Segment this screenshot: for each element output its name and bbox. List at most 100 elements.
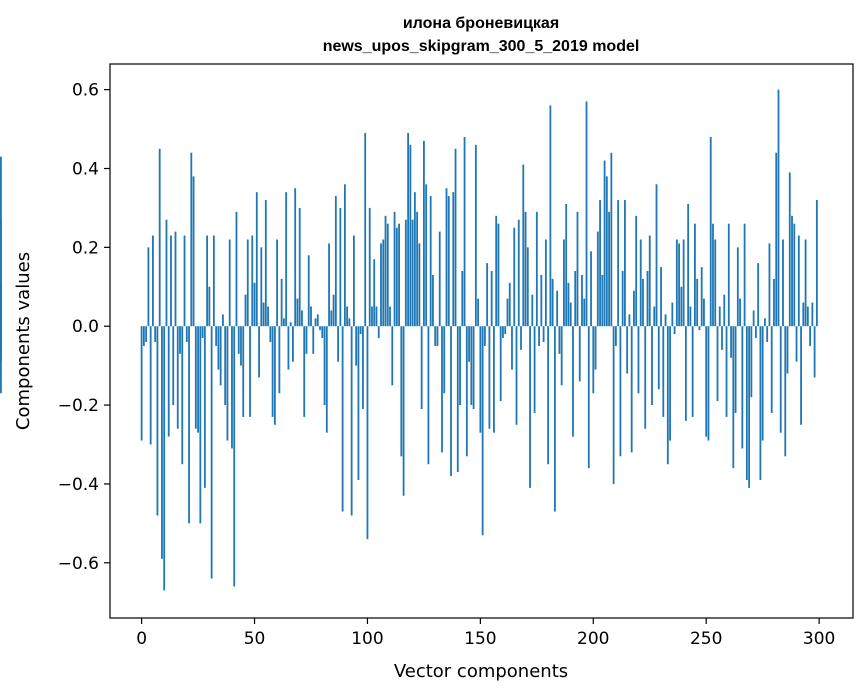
bar <box>0 326 2 335</box>
bar <box>188 326 190 524</box>
bar <box>465 326 468 457</box>
bar <box>386 223 389 327</box>
bar <box>341 326 344 512</box>
bar <box>490 271 493 327</box>
bar <box>262 302 265 327</box>
bar <box>368 207 371 327</box>
bar <box>662 326 665 417</box>
bar <box>176 326 179 429</box>
bar <box>748 326 751 488</box>
bar <box>727 223 730 327</box>
bar <box>730 326 732 358</box>
bar <box>721 326 723 350</box>
bar <box>533 326 536 413</box>
bar <box>497 223 500 327</box>
bar <box>395 227 398 327</box>
bar <box>499 326 502 402</box>
bar <box>373 259 376 327</box>
bar <box>273 326 276 425</box>
bar <box>438 231 441 327</box>
bar <box>237 326 240 354</box>
bar <box>813 326 816 378</box>
bar <box>158 148 161 327</box>
bar <box>483 326 486 346</box>
bar <box>292 326 294 362</box>
bar <box>255 192 258 327</box>
y-tick-label: −0.4 <box>58 475 99 495</box>
bar <box>795 326 798 362</box>
bar <box>339 207 342 327</box>
bar <box>504 326 507 335</box>
bar <box>427 326 430 465</box>
bar <box>179 326 181 354</box>
x-tick-label: 100 <box>351 629 383 649</box>
bar <box>314 318 317 327</box>
bar <box>481 326 484 536</box>
bar <box>538 326 540 346</box>
bar <box>572 326 574 437</box>
bar <box>782 239 784 327</box>
bar <box>619 326 622 457</box>
bar <box>493 326 495 433</box>
bar <box>472 326 475 410</box>
bar <box>337 326 339 362</box>
bar <box>657 326 660 390</box>
bar <box>601 274 604 327</box>
bar <box>357 326 360 480</box>
bar <box>743 223 746 327</box>
bar <box>276 239 279 327</box>
bar <box>362 326 364 410</box>
bar <box>325 326 328 433</box>
bar <box>709 136 712 327</box>
bar <box>775 152 778 327</box>
bar <box>343 184 346 327</box>
bar <box>691 326 694 417</box>
bar <box>560 326 563 386</box>
bar <box>630 326 633 453</box>
bar <box>479 326 482 433</box>
bar <box>718 306 721 327</box>
bar <box>576 211 579 327</box>
bar <box>307 255 310 327</box>
bar <box>185 326 188 342</box>
bar <box>215 326 218 346</box>
bar <box>761 326 764 441</box>
bar <box>206 235 209 327</box>
bar <box>384 215 387 327</box>
bar <box>212 235 215 327</box>
y-tick-label: 0.2 <box>72 238 99 258</box>
bar <box>669 326 671 441</box>
bar <box>371 306 373 327</box>
bar <box>698 326 701 331</box>
bar <box>393 211 396 327</box>
bar <box>316 314 319 327</box>
bar <box>626 326 629 374</box>
bar <box>355 326 358 366</box>
bar <box>594 326 597 370</box>
bar <box>203 326 206 488</box>
bar <box>0 326 2 394</box>
bar <box>522 164 525 327</box>
bar <box>815 200 818 327</box>
bar <box>696 278 699 327</box>
bar <box>459 326 461 406</box>
bar <box>319 326 321 331</box>
bar <box>797 235 800 327</box>
bar <box>716 326 719 402</box>
bar <box>694 223 696 327</box>
y-tick-label: 0.0 <box>72 317 99 337</box>
x-tick-label: 50 <box>244 629 266 649</box>
bar <box>425 184 428 327</box>
bar <box>806 306 809 327</box>
bar <box>535 211 538 327</box>
bar <box>246 239 249 327</box>
bar <box>154 326 157 342</box>
bar <box>563 239 565 327</box>
bar <box>278 326 281 394</box>
bar <box>506 298 509 327</box>
bar <box>391 326 394 386</box>
bar <box>404 219 407 327</box>
bar <box>303 326 306 417</box>
bar <box>547 326 550 465</box>
